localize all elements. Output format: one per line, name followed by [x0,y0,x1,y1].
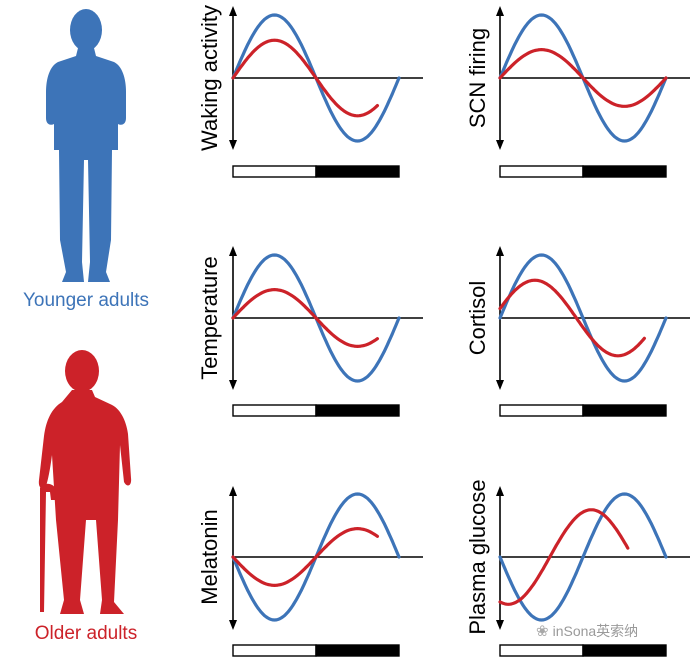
ylabel-melatonin: Melatonin [197,509,222,605]
dark-period-bar [315,644,400,657]
chart-panel-2 [496,6,690,178]
y-axis-arrow-down [229,380,237,390]
y-axis-arrow-up [229,246,237,256]
charts-layer [229,6,690,657]
light-period-bar [499,644,584,657]
light-period-bar [499,404,584,417]
y-axis-arrow-up [229,486,237,496]
y-axis-arrow-down [229,140,237,150]
dark-period-bar [315,165,400,178]
y-axis-arrow-up [229,6,237,16]
light-period-bar [499,165,584,178]
watermark-text: inSona英索纳 [552,623,639,639]
dark-period-bar [582,165,667,178]
light-period-bar [232,404,317,417]
chart-panel-1 [229,6,423,178]
younger-adult-silhouette [46,9,126,282]
y-axis-arrow-up [496,246,504,256]
older-adult-silhouette [38,350,132,614]
dark-period-bar [315,404,400,417]
younger-adults-label: Younger adults [22,290,150,311]
y-axis-arrow-up [496,486,504,496]
chart-panel-5 [229,486,423,657]
y-axis-arrow-up [496,6,504,16]
series-line-younger [498,253,668,383]
wechat-bubbles-icon: ❀ [536,623,549,640]
ylabel-plasma-glucose: Plasma glucose [465,479,490,635]
series-line-older [498,47,668,108]
series-line-younger [498,492,668,622]
y-axis-arrow-down [496,380,504,390]
series-line-older [231,288,379,348]
ylabel-cortisol: Cortisol [465,280,490,356]
series-line-older [498,508,630,606]
chart-panel-4 [496,246,690,417]
chart-panel-3 [229,246,423,417]
series-line-older [231,38,379,118]
series-line-older [231,526,379,588]
y-axis-arrow-down [229,620,237,630]
dark-period-bar [582,404,667,417]
light-period-bar [232,644,317,657]
series-line-older [498,278,647,358]
dark-period-bar [582,644,667,657]
chart-panel-6 [496,486,690,657]
ylabel-temperature: Temperature [197,256,222,380]
ylabel-scn-firing: SCN firing [465,27,490,129]
older-adults-label: Older adults [34,623,138,644]
ylabel-waking-activity: Waking activity [197,5,222,151]
light-period-bar [232,165,317,178]
y-axis-arrow-down [496,620,504,630]
watermark: ❀ inSona英索纳 [536,621,638,641]
y-axis-arrow-down [496,140,504,150]
